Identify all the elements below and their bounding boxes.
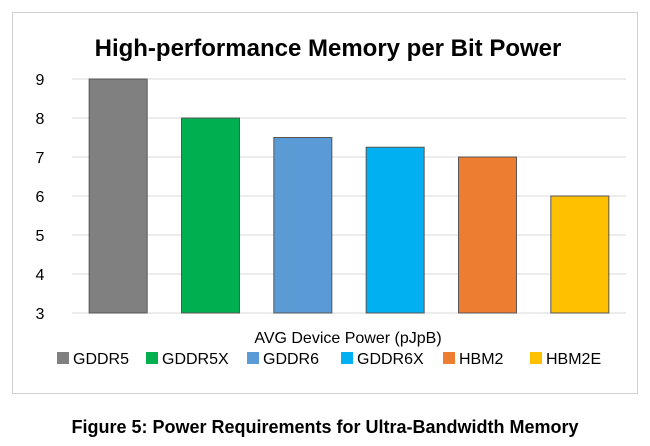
y-tick-label: 4	[36, 267, 45, 284]
bar-gddr6	[273, 137, 333, 314]
bar-gddr5	[88, 78, 148, 314]
bar-gddr6x	[365, 146, 425, 314]
y-tick-label: 3	[36, 306, 45, 323]
legend-swatch	[530, 352, 542, 364]
chart-title: High-performance Memory per Bit Power	[95, 35, 562, 62]
legend-label: HBM2E	[546, 351, 601, 368]
legend-swatch	[341, 352, 353, 364]
bar-gddr5x	[181, 117, 240, 314]
bar-chart: High-performance Memory per Bit Power 3 4…	[36, 35, 626, 368]
legend-label: GDDR6X	[357, 351, 424, 368]
y-tick-label: 5	[36, 228, 45, 245]
y-axis-ticks: 3 4 5 6 7 8 9	[36, 72, 45, 323]
y-tick-label: 7	[36, 150, 45, 167]
legend-swatch	[57, 352, 69, 364]
grid-lines	[72, 78, 626, 314]
bars	[88, 78, 610, 314]
legend-swatch	[247, 352, 259, 364]
legend-swatch	[443, 352, 455, 364]
y-tick-label: 6	[36, 189, 45, 206]
y-tick-label: 9	[36, 72, 45, 89]
legend-swatch	[146, 352, 158, 364]
bar-hbm2e	[550, 195, 610, 314]
y-tick-label: 8	[36, 111, 45, 128]
chart-frame	[12, 12, 638, 394]
figure-caption: Figure 5: Power Requirements for Ultra-B…	[71, 417, 579, 437]
legend-label: GDDR5	[73, 351, 129, 368]
x-axis-label: AVG Device Power (pJpB)	[254, 330, 441, 347]
legend-label: HBM2	[459, 351, 504, 368]
legend-label: GDDR5X	[162, 351, 229, 368]
legend-label: GDDR6	[263, 351, 319, 368]
legend: GDDR5 GDDR5X GDDR6 GDDR6X HBM2 HBM2E	[57, 351, 601, 368]
bar-hbm2	[458, 156, 517, 314]
